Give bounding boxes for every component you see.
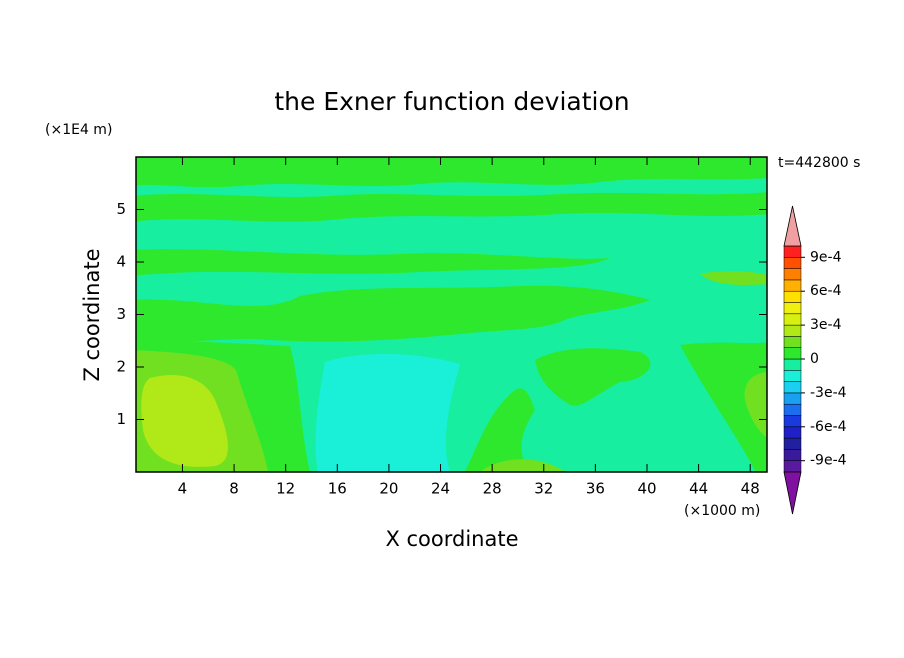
colorbar-bin <box>783 336 802 348</box>
x-tick-label: 48 <box>741 480 760 498</box>
y-tick-label: 4 <box>116 253 126 271</box>
colorbar-tick-label: 9e-4 <box>810 249 842 265</box>
colorbar-bin <box>783 449 802 461</box>
x-tick-label: 36 <box>586 480 605 498</box>
colorbar-bin <box>783 381 802 394</box>
colorbar-bin <box>783 370 802 382</box>
colorbar-bin <box>783 392 802 405</box>
contour-region <box>465 388 535 472</box>
y-axis-label: Z coordinate <box>80 248 104 381</box>
x-tick-label: 12 <box>276 480 295 498</box>
colorbar-bin <box>783 257 802 269</box>
contour-field <box>136 157 767 472</box>
colorbar-extend-below <box>783 471 802 515</box>
x-tick-label: 16 <box>328 480 347 498</box>
x-tick-label: 28 <box>483 480 502 498</box>
chart-title: the Exner function deviation <box>274 87 629 116</box>
colorbar-tick-label: -3e-4 <box>810 385 847 401</box>
contour-region <box>535 348 651 406</box>
y-unit: (×1E4 m) <box>45 122 112 138</box>
colorbar-bin <box>783 279 802 292</box>
contour-region <box>700 270 767 285</box>
colorbar-tick-label: 6e-4 <box>810 283 842 299</box>
x-tick-label: 20 <box>379 480 398 498</box>
colorbar-bin <box>783 358 802 371</box>
colorbar-extend-above <box>783 205 802 247</box>
x-tick-label: 24 <box>431 480 450 498</box>
colorbar-bin <box>783 313 802 326</box>
contour-region <box>744 372 767 438</box>
colorbar-bin <box>783 302 802 315</box>
contour-region <box>136 157 767 188</box>
x-unit: (×1000 m) <box>684 503 760 519</box>
y-tick-label: 5 <box>116 200 126 218</box>
y-tick-label: 2 <box>116 358 126 376</box>
colorbar-tick-label: 3e-4 <box>810 317 842 333</box>
colorbar-tick-label: 0 <box>810 351 819 367</box>
x-tick-label: 44 <box>689 480 708 498</box>
x-tick-label: 4 <box>178 480 188 498</box>
contour-region <box>680 342 767 472</box>
y-tick-label: 1 <box>116 410 126 428</box>
colorbar-bin <box>783 324 802 337</box>
colorbar-bin <box>783 268 802 281</box>
colorbar-bin <box>783 347 802 360</box>
contour-region <box>136 249 610 276</box>
contour-region <box>315 353 460 472</box>
colorbar-bin <box>783 415 802 428</box>
colorbar-bin <box>783 290 802 303</box>
x-axis-label: X coordinate <box>385 527 518 551</box>
x-tick-label: 40 <box>637 480 656 498</box>
contour-region <box>136 192 767 222</box>
colorbar-bin <box>783 437 802 450</box>
annotation: t=442800 s <box>778 155 860 171</box>
contour-region <box>136 285 650 342</box>
colorbar-bin <box>783 426 802 439</box>
colorbar-tick-label: -9e-4 <box>810 453 847 469</box>
x-tick-label: 8 <box>229 480 239 498</box>
contour-region <box>141 374 228 467</box>
colorbar-tick-label: -6e-4 <box>810 419 847 435</box>
colorbar-bin <box>783 245 802 258</box>
x-tick-label: 32 <box>534 480 553 498</box>
colorbar-bin <box>783 403 802 416</box>
colorbar-bin <box>783 460 802 473</box>
y-tick-label: 3 <box>116 305 126 323</box>
